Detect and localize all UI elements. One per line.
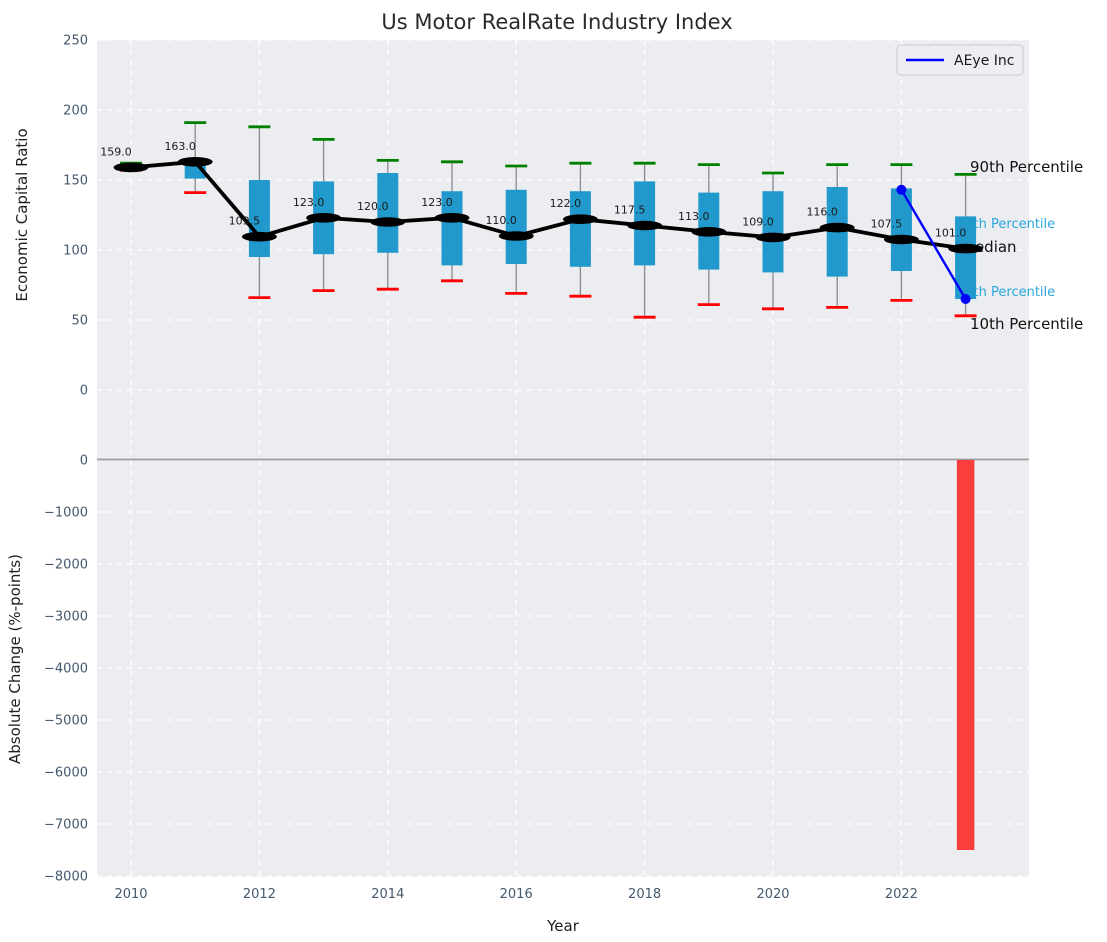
iqr-box (955, 216, 977, 299)
ytick-label-bottom: −8000 (44, 870, 88, 885)
median-value-label: 122.0 (550, 197, 582, 210)
xtick-label: 2012 (243, 887, 276, 902)
legend-label: AEye Inc (954, 53, 1014, 69)
median-marker (370, 217, 406, 227)
ytick-label-bottom: −3000 (44, 610, 88, 625)
median-value-label: 113.0 (678, 210, 710, 223)
median-marker (562, 214, 598, 224)
iqr-box (441, 191, 463, 266)
median-value-label: 159.0 (100, 145, 132, 158)
ytick-label-bottom: −2000 (44, 558, 88, 573)
median-marker (113, 162, 149, 173)
median-value-label: 163.0 (164, 140, 196, 153)
median-value-label: 116.0 (806, 206, 838, 219)
y-axis-label-bottom: Absolute Change (%-points) (6, 554, 24, 764)
median-marker (306, 213, 342, 223)
change-bars (97, 458, 1029, 850)
annotation-90th-percentile: 90th Percentile (970, 158, 1083, 176)
ytick-label-bottom: −7000 (44, 818, 88, 833)
company-line-marker (896, 184, 907, 195)
median-marker (434, 213, 470, 223)
median-value-label: 107.5 (871, 218, 903, 231)
median-marker (498, 231, 534, 241)
median-value-label: 123.0 (293, 196, 325, 209)
median-value-label: 110.0 (485, 214, 517, 227)
median-value-label: 117.5 (614, 204, 646, 217)
ytick-label-bottom: −6000 (44, 766, 88, 781)
legend-box (896, 44, 1024, 76)
median-value-label: 109.0 (742, 215, 774, 228)
ytick-label-bottom: −5000 (44, 714, 88, 729)
iqr-box (377, 173, 399, 253)
median-marker (177, 157, 213, 167)
legend: AEye Inc (896, 44, 1024, 76)
ytick-label-bottom: 0 (80, 454, 88, 469)
ytick-label-top: 0 (80, 384, 88, 399)
ytick-label-top: 100 (63, 244, 88, 259)
company-line-path (900, 189, 967, 300)
tick-labels: 0 50 100 150 200 250 0 −1000 −2000 −3000 −4000 −500… (44, 34, 918, 903)
x-axis-label: Year (546, 917, 580, 935)
xtick-label: 2018 (628, 887, 661, 902)
median-value-label: 101.0 (935, 227, 967, 240)
ytick-label-top: 150 (63, 174, 88, 189)
median-line-and-labels: 159.0 163.0 109.5 123.0 120.0 123.0 110.0 122.0… (100, 140, 984, 254)
annotation-10th-percentile: 10th Percentile (970, 315, 1083, 333)
median-value-label: 109.5 (229, 215, 261, 228)
annotation-25th-percentile: 25th Percentile (957, 285, 1055, 300)
ytick-label-bottom: −1000 (44, 506, 88, 521)
annotation-75th-percentile: 75th Percentile (957, 217, 1055, 232)
plot-area (97, 40, 1029, 877)
company-line-marker (960, 294, 971, 304)
median-marker (819, 222, 855, 233)
xtick-label: 2014 (371, 887, 404, 902)
company-line (896, 184, 971, 304)
change-bar (956, 460, 975, 850)
median-value-label: 123.0 (421, 196, 453, 209)
median-value-label: 120.0 (357, 200, 389, 213)
xtick-label: 2020 (756, 887, 789, 902)
iqr-box (890, 188, 912, 271)
ytick-label-top: 250 (63, 34, 88, 49)
xtick-label: 2016 (500, 887, 533, 902)
xtick-label: 2022 (885, 887, 918, 902)
chart-title: Us Motor RealRate Industry Index (381, 10, 732, 34)
median-marker (627, 220, 663, 231)
ytick-label-top: 200 (63, 104, 88, 119)
iqr-box (505, 189, 527, 264)
median-marker (883, 234, 919, 245)
median-marker (948, 243, 984, 254)
iqr-box (762, 191, 784, 273)
xtick-label: 2010 (114, 887, 147, 902)
median-marker (691, 227, 727, 237)
ytick-label-bottom: −4000 (44, 662, 88, 677)
y-axis-label-top: Economic Capital Ratio (13, 128, 31, 301)
ytick-label-top: 50 (71, 314, 88, 329)
median-marker (755, 232, 791, 243)
iqr-box (569, 191, 591, 267)
median-marker (241, 231, 277, 242)
